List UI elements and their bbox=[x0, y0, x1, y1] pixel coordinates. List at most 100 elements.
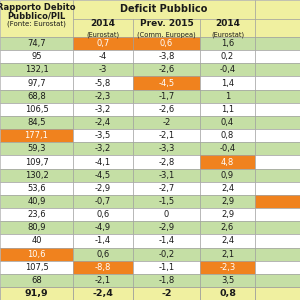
Text: 109,7: 109,7 bbox=[25, 158, 48, 166]
Text: 130,2: 130,2 bbox=[25, 171, 48, 180]
Text: -0,4: -0,4 bbox=[219, 144, 236, 153]
Bar bbox=[200, 19, 255, 37]
Bar bbox=[0, 208, 73, 221]
Bar bbox=[73, 116, 133, 129]
Bar bbox=[133, 116, 200, 129]
Bar bbox=[200, 208, 255, 221]
Text: -1,4: -1,4 bbox=[158, 236, 175, 245]
Text: 1: 1 bbox=[225, 92, 230, 101]
Bar bbox=[133, 90, 200, 103]
Bar bbox=[73, 221, 133, 234]
Bar bbox=[0, 169, 73, 182]
Bar bbox=[73, 195, 133, 208]
Bar bbox=[133, 103, 200, 116]
Text: 2,9: 2,9 bbox=[221, 210, 234, 219]
Bar bbox=[0, 195, 73, 208]
Text: 0: 0 bbox=[164, 210, 169, 219]
Bar bbox=[255, 116, 300, 129]
Bar bbox=[133, 274, 200, 287]
Bar bbox=[73, 50, 133, 63]
Bar bbox=[200, 287, 255, 300]
Text: -2,6: -2,6 bbox=[158, 65, 175, 74]
Text: Deficit Pubblico: Deficit Pubblico bbox=[120, 4, 208, 14]
Bar bbox=[0, 248, 73, 261]
Bar bbox=[133, 221, 200, 234]
Bar bbox=[133, 129, 200, 142]
Bar bbox=[0, 50, 73, 63]
Text: Pubblico/PIL: Pubblico/PIL bbox=[8, 11, 66, 20]
Bar bbox=[0, 103, 73, 116]
Bar bbox=[200, 116, 255, 129]
Text: 106,5: 106,5 bbox=[25, 105, 48, 114]
Bar bbox=[255, 37, 300, 50]
Bar bbox=[73, 76, 133, 90]
Text: 91,9: 91,9 bbox=[25, 289, 48, 298]
Text: 2,4: 2,4 bbox=[221, 236, 234, 245]
Text: 2,4: 2,4 bbox=[221, 184, 234, 193]
Text: -2: -2 bbox=[162, 118, 171, 127]
Text: 0,6: 0,6 bbox=[160, 39, 173, 48]
Bar bbox=[200, 50, 255, 63]
Text: -1,4: -1,4 bbox=[95, 236, 111, 245]
Bar bbox=[73, 90, 133, 103]
Text: -4,5: -4,5 bbox=[158, 79, 175, 88]
Bar bbox=[133, 234, 200, 248]
Bar bbox=[255, 142, 300, 155]
Bar bbox=[255, 169, 300, 182]
Text: 53,6: 53,6 bbox=[27, 184, 46, 193]
Bar bbox=[0, 63, 73, 76]
Bar bbox=[200, 63, 255, 76]
Text: -0,2: -0,2 bbox=[158, 250, 175, 259]
Bar bbox=[255, 234, 300, 248]
Text: 2,1: 2,1 bbox=[221, 250, 234, 259]
Text: 2,6: 2,6 bbox=[221, 223, 234, 232]
Bar bbox=[200, 182, 255, 195]
Text: -2,3: -2,3 bbox=[95, 92, 111, 101]
Bar bbox=[133, 261, 200, 274]
Bar bbox=[200, 37, 255, 50]
Text: -4: -4 bbox=[99, 52, 107, 61]
Text: 68,8: 68,8 bbox=[27, 92, 46, 101]
Bar bbox=[200, 274, 255, 287]
Text: 74,7: 74,7 bbox=[27, 39, 46, 48]
Text: 10,6: 10,6 bbox=[27, 250, 46, 259]
Bar bbox=[200, 103, 255, 116]
Text: Rapporto Debito: Rapporto Debito bbox=[0, 4, 76, 13]
Text: -2,1: -2,1 bbox=[95, 276, 111, 285]
Bar bbox=[200, 261, 255, 274]
Bar bbox=[73, 63, 133, 76]
Bar bbox=[0, 287, 73, 300]
Text: 84,5: 84,5 bbox=[27, 118, 46, 127]
Bar bbox=[255, 103, 300, 116]
Bar bbox=[73, 287, 133, 300]
Bar bbox=[255, 287, 300, 300]
Text: 4,8: 4,8 bbox=[221, 158, 234, 166]
Text: 2,9: 2,9 bbox=[221, 197, 234, 206]
Text: 0,7: 0,7 bbox=[96, 39, 110, 48]
Text: -2,9: -2,9 bbox=[158, 223, 175, 232]
Bar bbox=[0, 0, 73, 37]
Text: -3: -3 bbox=[99, 65, 107, 74]
Text: 0,8: 0,8 bbox=[221, 131, 234, 140]
Bar bbox=[200, 234, 255, 248]
Text: 97,7: 97,7 bbox=[27, 79, 46, 88]
Text: -2,1: -2,1 bbox=[158, 131, 175, 140]
Bar bbox=[73, 169, 133, 182]
Text: -3,2: -3,2 bbox=[95, 144, 111, 153]
Text: Prev. 2015: Prev. 2015 bbox=[140, 19, 194, 28]
Text: -3,5: -3,5 bbox=[95, 131, 111, 140]
Text: 3,5: 3,5 bbox=[221, 276, 234, 285]
Text: 1,1: 1,1 bbox=[221, 105, 234, 114]
Text: 1,6: 1,6 bbox=[221, 39, 234, 48]
Bar bbox=[255, 63, 300, 76]
Bar bbox=[0, 274, 73, 287]
Text: -4,5: -4,5 bbox=[95, 171, 111, 180]
Bar bbox=[255, 76, 300, 90]
Bar bbox=[73, 208, 133, 221]
Text: 0,4: 0,4 bbox=[221, 118, 234, 127]
Bar bbox=[73, 182, 133, 195]
Text: -4,9: -4,9 bbox=[95, 223, 111, 232]
Text: 68: 68 bbox=[31, 276, 42, 285]
Text: (Comm. Europea): (Comm. Europea) bbox=[137, 31, 196, 38]
Bar bbox=[133, 169, 200, 182]
